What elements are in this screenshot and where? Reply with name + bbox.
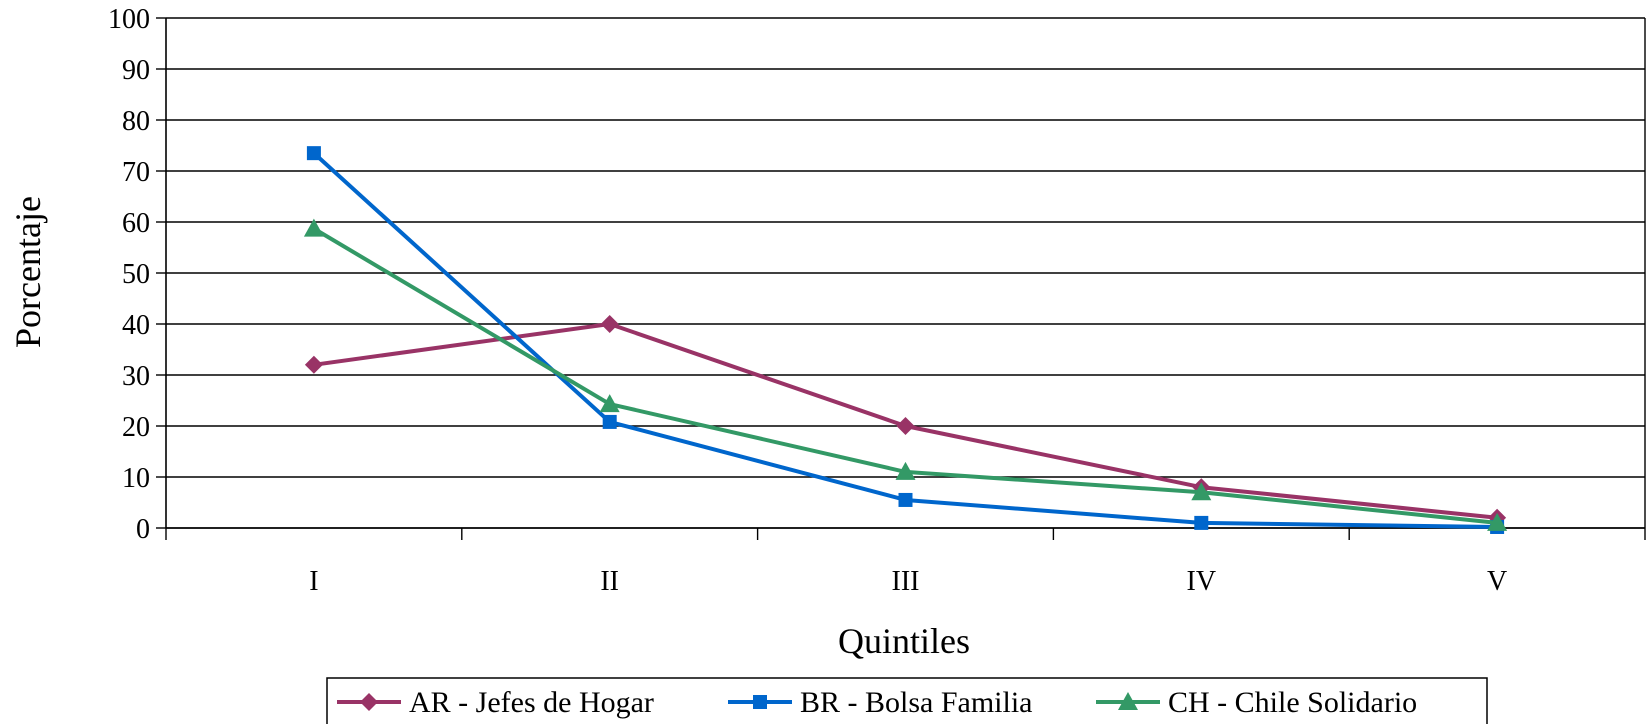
y-tick-label: 80 (122, 106, 150, 137)
y-tick-label: 10 (122, 463, 150, 494)
x-tick-label: IV (1187, 566, 1217, 597)
legend-item: AR - Jefes de Hogar (337, 686, 654, 719)
data-point (600, 315, 619, 333)
data-point (306, 146, 321, 161)
x-tick-label: III (892, 566, 920, 597)
gridlines (166, 17, 1645, 529)
x-tick-label: II (600, 566, 619, 597)
y-tick-labels: 0 10 20 30 40 50 60 70 80 90 100 (108, 4, 150, 545)
data-point (1487, 512, 1508, 531)
legend: AR - Jefes de Hogar BR - Bolsa Familia CH … (326, 677, 1488, 724)
data-point (304, 355, 323, 374)
legend-label: BR - Bolsa Familia (800, 686, 1033, 719)
y-tick-label: 50 (122, 259, 150, 290)
legend-swatch-marker (753, 695, 767, 709)
series-2 (303, 218, 1508, 531)
x-tick-labels: I II III IV V (309, 566, 1507, 597)
y-tick-label: 100 (108, 4, 150, 35)
y-tick-label: 90 (122, 55, 150, 86)
y-tick-label: 70 (122, 157, 150, 188)
data-point (898, 492, 913, 507)
legend-box (326, 677, 1488, 724)
legend-label: CH - Chile Solidario (1168, 686, 1417, 719)
y-tick-label: 40 (122, 310, 150, 341)
y-tick-label: 60 (122, 208, 150, 239)
legend-item: CH - Chile Solidario (1096, 686, 1417, 719)
x-tick-label: V (1487, 566, 1507, 597)
x-tick-label: I (309, 566, 318, 597)
legend-swatch-marker (360, 693, 378, 711)
y-tick-label: 20 (122, 412, 150, 443)
data-point (1191, 482, 1212, 501)
x-axis-title: Quintiles (838, 621, 970, 661)
data-point (602, 414, 617, 429)
data-point (303, 218, 324, 237)
axes (156, 17, 1646, 540)
y-tick-label: 30 (122, 361, 150, 392)
data-point (896, 417, 915, 435)
data-point (599, 394, 620, 413)
legend-swatch-marker (1118, 692, 1138, 710)
legend-item: BR - Bolsa Familia (728, 686, 1033, 719)
y-axis-title: Porcentaje (8, 196, 48, 348)
data-point (1194, 515, 1209, 530)
data-series (303, 146, 1508, 534)
legend-label: AR - Jefes de Hogar (409, 686, 654, 719)
y-tick-label: 0 (136, 514, 150, 545)
data-point (895, 461, 916, 480)
